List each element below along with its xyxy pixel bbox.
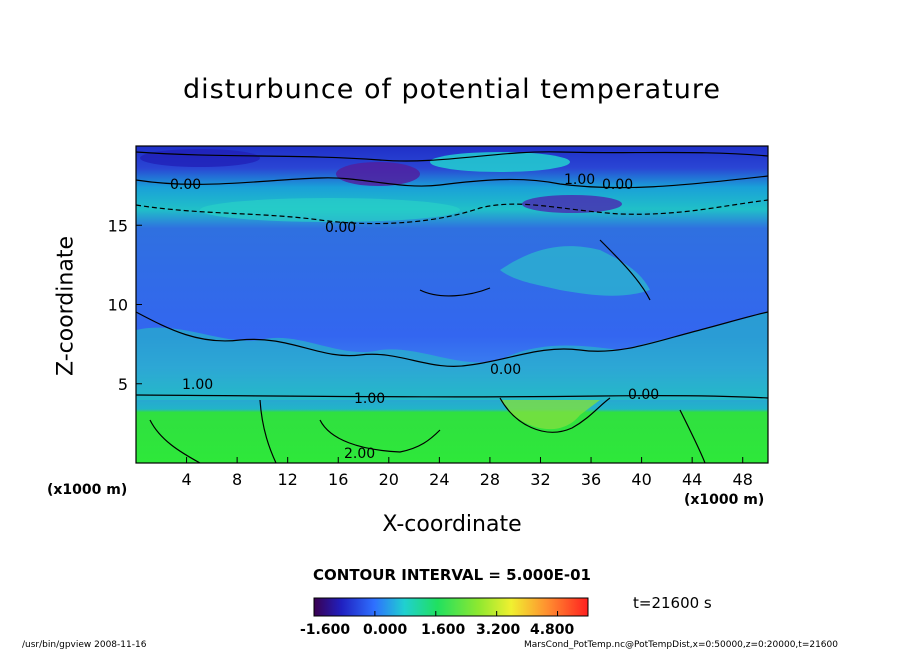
x-tick-label: 12 xyxy=(278,470,298,489)
cloud-band xyxy=(136,312,768,400)
x-tick-label: 4 xyxy=(181,470,191,489)
y-tick-label: 10 xyxy=(108,296,128,315)
contour-label: 1.00 xyxy=(564,172,595,188)
warm-band-middle xyxy=(200,198,460,222)
colorbar-label: -1.600 xyxy=(300,622,351,638)
contour-lines xyxy=(135,151,769,464)
x-axis-ticks: 4 8 12 16 20 24 28 32 36 40 44 48 xyxy=(181,457,753,489)
contour-label: 0.00 xyxy=(490,362,521,378)
contour-label: 0.00 xyxy=(170,177,201,193)
heatmap-field xyxy=(136,146,768,463)
lower-warm-region xyxy=(500,400,600,430)
warm-band-upper xyxy=(430,152,570,172)
colorbar-label: 4.800 xyxy=(530,622,575,638)
x-tick-label: 40 xyxy=(631,470,651,489)
x-tick-label: 36 xyxy=(581,470,601,489)
contour-label: 1.00 xyxy=(354,391,385,407)
x-tick-label: 24 xyxy=(429,470,449,489)
colorbar xyxy=(313,597,589,617)
contour-label: 0.00 xyxy=(628,387,659,403)
x-tick-label: 28 xyxy=(480,470,500,489)
x-tick-label: 44 xyxy=(682,470,702,489)
x-tick-label: 8 xyxy=(232,470,242,489)
footer-left: /usr/bin/gpview 2008-11-16 xyxy=(22,640,147,650)
contour-label-group: 0.00 0.00 1.00 0.00 0.00 1.00 0.00 1.00 … xyxy=(170,172,659,462)
colorbar-ticks xyxy=(313,611,559,616)
colorbar-label: 0.000 xyxy=(363,622,408,638)
contour-interval: CONTOUR INTERVAL = 5.000E-01 xyxy=(313,566,591,584)
x-tick-label: 16 xyxy=(328,470,348,489)
y-axis-ticks: 5 10 15 xyxy=(108,216,142,394)
upper-patch xyxy=(500,246,650,296)
x-tick-label: 20 xyxy=(379,470,399,489)
y-tick-label: 5 xyxy=(118,375,128,394)
y-tick-label: 15 xyxy=(108,216,128,235)
x-unit-left: (x1000 m) xyxy=(47,482,128,498)
x-axis-label: X-coordinate xyxy=(382,512,522,537)
contour-label: 1.00 xyxy=(182,377,213,393)
negative-anomaly-3 xyxy=(140,149,260,167)
colorbar-label: 1.600 xyxy=(421,622,466,638)
x-unit-right: (x1000 m) xyxy=(684,492,765,508)
contour-label: 0.00 xyxy=(325,220,356,236)
footer-right: MarsCond_PotTemp.nc@PotTempDist,x=0:5000… xyxy=(524,640,838,650)
x-tick-label: 48 xyxy=(733,470,753,489)
negative-anomaly-2 xyxy=(522,195,622,213)
chart-title: disturbunce of potential temperature xyxy=(183,74,721,105)
contour-label: 0.00 xyxy=(602,177,633,193)
colorbar-label: 3.200 xyxy=(476,622,521,638)
y-axis-label: Z-coordinate xyxy=(53,236,79,376)
contour-label: 2.00 xyxy=(344,446,375,462)
x-tick-label: 32 xyxy=(530,470,550,489)
time-label: t=21600 s xyxy=(633,594,712,612)
